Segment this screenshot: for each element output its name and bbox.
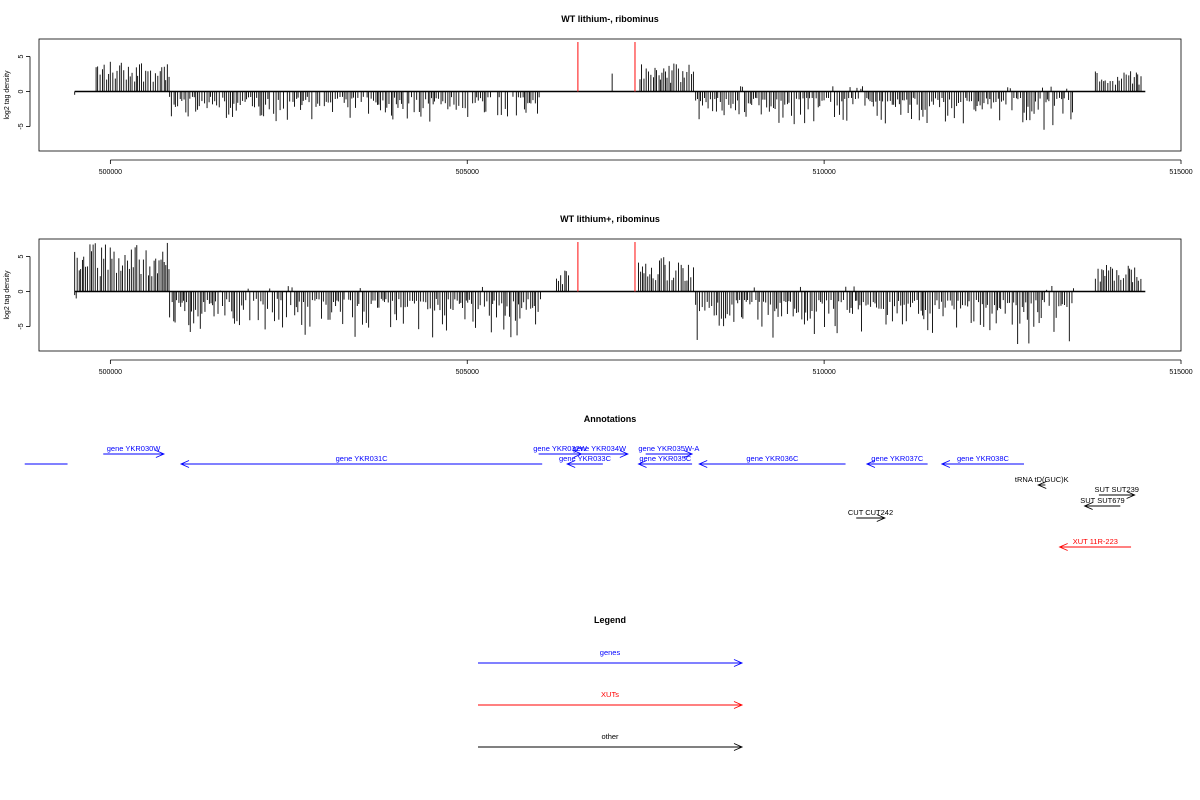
feature-arrowhead xyxy=(1058,543,1068,551)
y-tick-label: -5 xyxy=(18,123,25,129)
plot-frame xyxy=(38,38,1182,152)
feature-label: CUT CUT242 xyxy=(848,508,893,517)
feature-arrowhead xyxy=(619,450,629,458)
y-axis: 5 0 -5 xyxy=(18,254,31,330)
track-title: WT lithium+, ribominus xyxy=(560,214,660,224)
feature-label: SUT SUT239 xyxy=(1095,485,1139,494)
x-tick-label: 515000 xyxy=(1169,369,1192,376)
feature-label: gene YKR035W-A xyxy=(638,444,699,453)
feature-arrowhead xyxy=(1037,481,1047,489)
plot-frame xyxy=(38,238,1182,352)
feature-arrowhead xyxy=(865,460,876,468)
feature-arrowhead xyxy=(637,460,647,468)
feature-arrowhead xyxy=(683,450,694,458)
y-tick-label: -5 xyxy=(18,323,25,329)
marker-lines xyxy=(577,242,636,292)
legend: Legend genes XUTs other xyxy=(478,615,744,751)
feature-arrowhead xyxy=(566,460,576,468)
feature-label: tRNA tD(GUC)K xyxy=(1015,475,1069,484)
feature-arrowhead xyxy=(940,460,951,468)
density-bars xyxy=(74,242,1146,345)
feature-label: gene YKR030W xyxy=(107,444,162,453)
feature-arrowhead xyxy=(179,460,190,468)
feature-label: gene YKR034W xyxy=(572,444,627,453)
feature-label: gene YKR036C xyxy=(746,454,799,463)
legend-title: Legend xyxy=(594,615,626,625)
x-axis: 500000 505000 510000 515000 xyxy=(99,359,1193,376)
legend-label: genes xyxy=(600,648,621,657)
track-panel-lithium-plus: WT lithium+, ribominus log2 tag density … xyxy=(4,214,1193,376)
feature-label: gene YKR033C xyxy=(559,454,612,463)
y-axis: 5 0 -5 xyxy=(18,54,31,130)
feature-arrowhead xyxy=(698,460,708,468)
track-panel-lithium-minus: WT lithium-, ribominus log2 tag density … xyxy=(4,14,1193,176)
x-tick-label: 505000 xyxy=(456,169,479,176)
x-axis: 500000 505000 510000 515000 xyxy=(99,159,1193,176)
y-axis-label: log2 tag density xyxy=(4,270,11,320)
x-tick-label: 500000 xyxy=(99,169,122,176)
y-tick-label: 0 xyxy=(18,89,25,93)
x-tick-label: 500000 xyxy=(99,369,122,376)
x-tick-label: 510000 xyxy=(812,169,835,176)
track-title: WT lithium-, ribominus xyxy=(561,14,659,24)
feature-label: SUT SUT679 xyxy=(1080,496,1124,505)
legend-arrowhead xyxy=(733,743,744,751)
legend-label: other xyxy=(601,732,619,741)
legend-label: XUTs xyxy=(601,690,619,699)
feature-label: XUT 11R-223 xyxy=(1073,537,1118,546)
feature-arrowhead xyxy=(1126,491,1136,499)
feature-arrowhead xyxy=(876,514,886,522)
annotations-track: Annotations gene YKR030W gene YKR031C gene… xyxy=(24,414,1139,551)
feature-arrowhead xyxy=(155,450,166,458)
feature-label: gene YKR032W xyxy=(533,444,588,453)
x-tick-label: 505000 xyxy=(456,369,479,376)
y-tick-label: 0 xyxy=(18,289,25,293)
legend-arrowhead xyxy=(733,701,744,709)
y-tick-label: 5 xyxy=(18,54,25,58)
marker-lines xyxy=(577,42,636,92)
annotations-title: Annotations xyxy=(584,414,637,424)
y-tick-label: 5 xyxy=(18,254,25,258)
feature-label: gene YKR031C xyxy=(336,454,389,463)
x-tick-label: 515000 xyxy=(1169,169,1192,176)
density-bars xyxy=(74,61,1146,130)
y-axis-label: log2 tag density xyxy=(4,70,11,120)
feature-label: gene YKR038C xyxy=(957,454,1010,463)
x-tick-label: 510000 xyxy=(812,369,835,376)
feature-arrowhead xyxy=(1083,502,1093,510)
legend-entries: genes XUTs other xyxy=(478,648,744,751)
feature-label: gene YKR037C xyxy=(871,454,924,463)
feature-label: gene YKR035C xyxy=(639,454,692,463)
legend-arrowhead xyxy=(733,659,744,667)
